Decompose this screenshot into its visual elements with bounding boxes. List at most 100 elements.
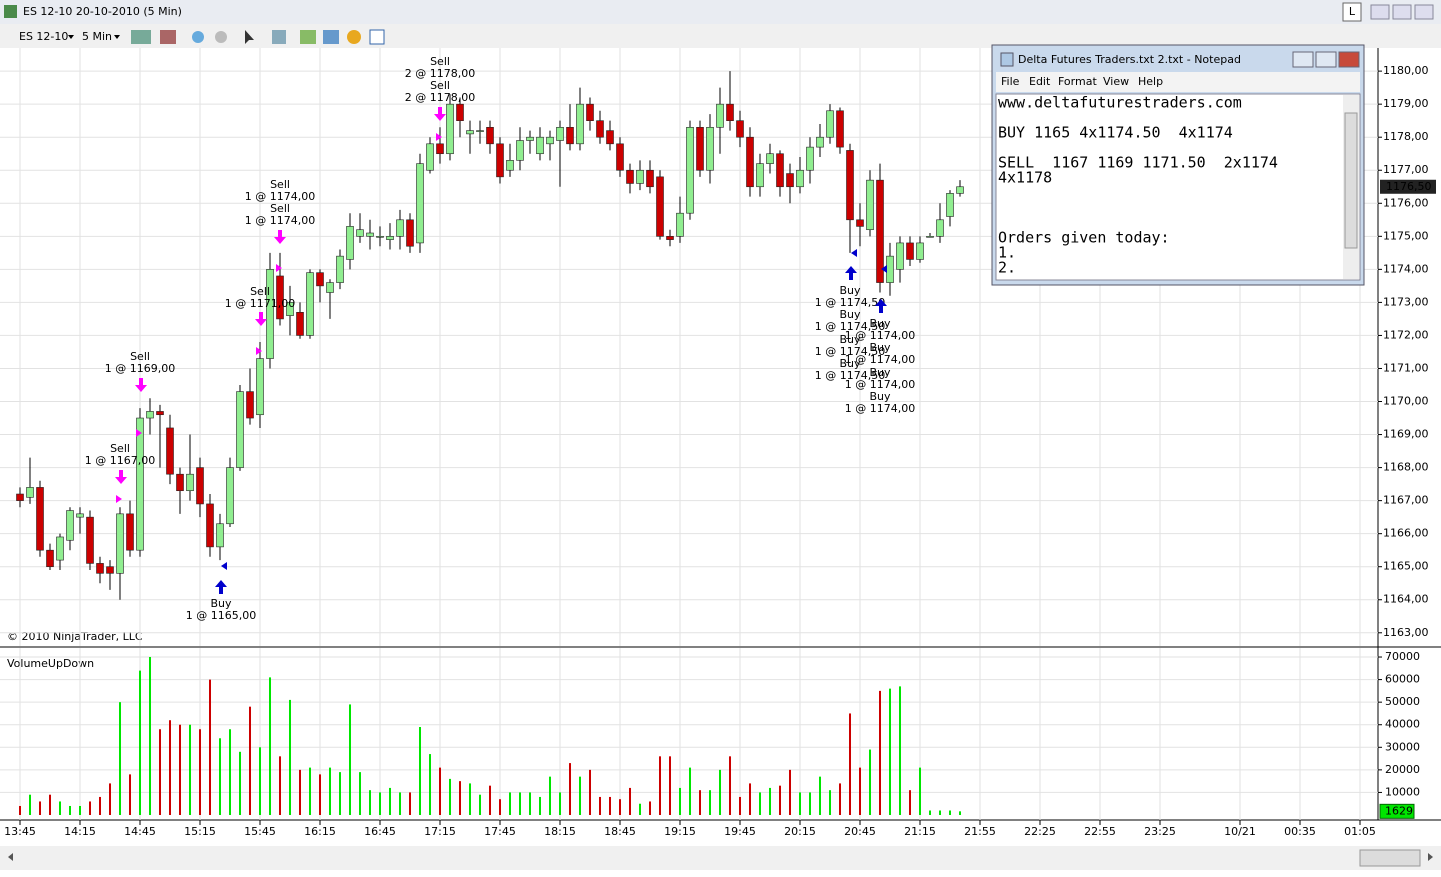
toolbar — [0, 24, 1441, 48]
instrument-select[interactable]: ES 12-10 — [19, 30, 68, 43]
trade-detail: 1 @ 1165,00 — [186, 609, 256, 622]
notepad-close[interactable] — [1338, 51, 1360, 68]
sell-arrow — [274, 230, 286, 244]
notepad-text-area[interactable] — [995, 93, 1361, 281]
x-tick-label: 20:45 — [844, 825, 876, 838]
maximize-button[interactable] — [1392, 4, 1412, 20]
trade-detail: 1 @ 1174,50 — [815, 320, 885, 333]
scroll-thumb[interactable] — [1359, 849, 1421, 867]
y-tick-label: 70000 — [1385, 650, 1420, 663]
sell-fill-marker — [116, 495, 122, 503]
candle-body — [386, 236, 394, 240]
candle-body — [26, 487, 34, 498]
candle-body — [336, 255, 344, 283]
lock-label: L — [1349, 5, 1356, 18]
candle-body — [576, 103, 584, 145]
candle-body — [126, 513, 134, 551]
candle-body — [916, 242, 924, 260]
notepad-maximize[interactable] — [1315, 51, 1337, 68]
candle-body — [906, 242, 914, 260]
order-tool[interactable] — [347, 30, 361, 44]
minimize-button[interactable] — [1370, 4, 1390, 20]
notepad-minimize[interactable] — [1292, 51, 1314, 68]
menu-item[interactable]: Help — [1138, 75, 1163, 88]
candle-body — [616, 143, 624, 171]
candle-body — [706, 126, 714, 171]
scroll-right[interactable] — [1428, 853, 1433, 861]
candle-body — [756, 163, 764, 188]
candle-body — [836, 110, 844, 148]
candle-body — [956, 186, 964, 194]
x-tick-label: 17:15 — [424, 825, 456, 838]
notepad-line: 1. — [998, 244, 1016, 262]
dropdown-arrow — [68, 35, 74, 39]
trade-detail: 2 @ 1178,00 — [405, 67, 475, 80]
notepad-line: SELL 1167 1169 1171.50 2x1174 — [998, 154, 1278, 172]
y-tick-label: 60000 — [1385, 673, 1420, 686]
y-tick-label: 1176,00 — [1383, 196, 1429, 209]
lock-button[interactable] — [1342, 2, 1362, 22]
menu-item[interactable]: Format — [1058, 75, 1097, 88]
interval-select[interactable]: 5 Min — [82, 30, 112, 43]
sell-fill-marker — [436, 133, 442, 141]
pointer-tool[interactable] — [245, 30, 254, 44]
properties-tool[interactable] — [272, 30, 286, 44]
close-button[interactable] — [1414, 4, 1434, 20]
menu-item[interactable]: View — [1103, 75, 1129, 88]
y-tick-label: 1171,00 — [1383, 361, 1429, 374]
candle-body — [146, 411, 154, 419]
candle-body — [746, 136, 754, 188]
notepad-scroll-thumb[interactable] — [1344, 112, 1358, 249]
menu-item[interactable]: Edit — [1029, 75, 1051, 88]
candle-body — [56, 536, 64, 561]
zoom-out-tool[interactable] — [215, 31, 227, 43]
y-tick-label: 1175,00 — [1383, 229, 1429, 242]
menu-item[interactable]: File — [1001, 75, 1020, 88]
candle-body — [76, 513, 84, 518]
scroll-left[interactable] — [8, 853, 13, 861]
trade-detail: 1 @ 1174,00 — [245, 214, 315, 227]
candle-body — [416, 163, 424, 244]
indicator-tool[interactable] — [300, 30, 316, 44]
candle-body — [826, 110, 834, 138]
candle-body — [96, 563, 104, 574]
candle-body — [426, 143, 434, 171]
y-tick-label: 30000 — [1385, 740, 1420, 753]
draw-tool[interactable] — [160, 30, 176, 44]
candle-body — [596, 120, 604, 138]
candle-body — [246, 391, 254, 419]
trade-detail: 1 @ 1167,00 — [85, 454, 155, 467]
candle-body — [676, 212, 684, 237]
x-tick-label: 17:45 — [484, 825, 516, 838]
x-tick-label: 13:45 — [4, 825, 36, 838]
y-tick-label: 10000 — [1385, 785, 1420, 798]
bar-type-tool[interactable] — [131, 30, 151, 44]
y-tick-label: 50000 — [1385, 695, 1420, 708]
candle-body — [626, 169, 634, 184]
notepad-title: Delta Futures Traders.txt 2.txt - Notepa… — [1018, 53, 1241, 66]
app-icon — [4, 5, 17, 18]
x-tick-label: 19:15 — [664, 825, 696, 838]
buy-arrow — [215, 580, 227, 594]
candle-body — [926, 236, 934, 238]
zoom-in-tool[interactable] — [192, 31, 204, 43]
trade-action: Buy — [210, 597, 232, 610]
strategy-tool[interactable] — [323, 30, 339, 44]
trade-action: Buy — [839, 284, 861, 297]
sell-arrow — [115, 470, 127, 484]
trade-detail: 2 @ 1178,00 — [405, 91, 475, 104]
sell-fill-marker — [136, 429, 142, 437]
trade-action: Buy — [839, 308, 861, 321]
y-tick-label: 40000 — [1385, 718, 1420, 731]
candle-body — [86, 516, 94, 564]
candle-body — [366, 232, 374, 237]
y-tick-label: 1172,00 — [1383, 328, 1429, 341]
y-tick-label: 1166,00 — [1383, 527, 1429, 540]
candle-body — [796, 169, 804, 188]
data-box-tool[interactable] — [369, 29, 385, 45]
x-tick-label: 15:15 — [184, 825, 216, 838]
sell-arrow — [135, 378, 147, 392]
trade-detail: 1 @ 1174,00 — [245, 190, 315, 203]
scrollbar[interactable] — [0, 846, 1441, 870]
trade-action: Sell — [430, 55, 450, 68]
